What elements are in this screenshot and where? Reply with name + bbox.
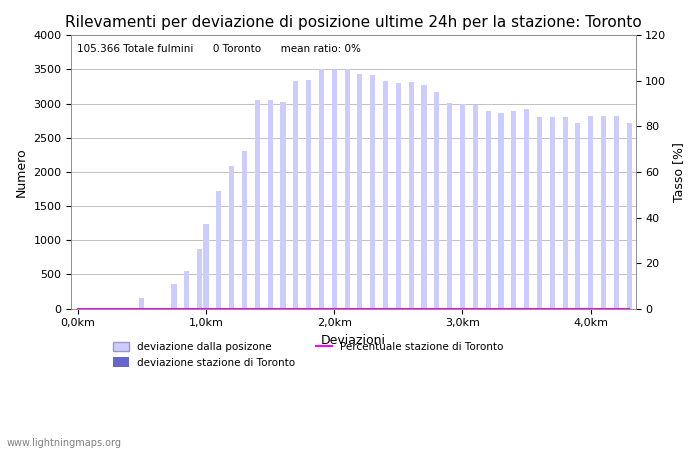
Bar xyxy=(255,99,260,309)
Bar xyxy=(473,105,478,309)
Bar xyxy=(267,100,273,309)
Bar xyxy=(293,81,298,309)
Bar xyxy=(409,82,414,309)
Bar xyxy=(588,116,594,309)
Bar xyxy=(614,116,619,309)
Bar xyxy=(357,74,363,309)
Bar xyxy=(421,85,426,309)
Bar xyxy=(229,166,234,309)
Bar xyxy=(370,75,375,309)
Bar xyxy=(537,117,542,309)
Legend: deviazione dalla posizone, deviazione stazione di Toronto, Percentuale stazione : deviazione dalla posizone, deviazione st… xyxy=(109,338,507,372)
Text: 105.366 Totale fulmini      0 Toronto      mean ratio: 0%: 105.366 Totale fulmini 0 Toronto mean ra… xyxy=(77,44,361,54)
Bar xyxy=(204,224,209,309)
Bar xyxy=(332,70,337,309)
Bar xyxy=(319,69,324,309)
Bar xyxy=(383,81,388,309)
Bar xyxy=(216,191,221,309)
Bar xyxy=(601,116,606,309)
Bar xyxy=(242,151,247,309)
Bar xyxy=(434,92,440,309)
Bar xyxy=(626,123,632,309)
Bar xyxy=(524,109,529,309)
Bar xyxy=(460,104,465,309)
Text: www.lightningmaps.org: www.lightningmaps.org xyxy=(7,438,122,448)
Bar xyxy=(563,117,568,309)
Title: Rilevamenti per deviazione di posizione ultime 24h per la stazione: Toronto: Rilevamenti per deviazione di posizione … xyxy=(65,15,642,30)
Bar xyxy=(511,111,517,309)
Bar xyxy=(197,249,202,309)
Bar xyxy=(486,111,491,309)
Bar xyxy=(172,284,176,309)
Bar xyxy=(447,103,452,309)
Bar xyxy=(344,69,350,309)
Bar xyxy=(395,83,401,309)
Bar xyxy=(575,123,580,309)
Bar xyxy=(306,81,312,309)
Y-axis label: Numero: Numero xyxy=(15,147,28,197)
Y-axis label: Tasso [%]: Tasso [%] xyxy=(672,142,685,202)
Bar xyxy=(550,117,555,309)
Bar xyxy=(498,112,503,309)
X-axis label: Deviazioni: Deviazioni xyxy=(321,334,386,347)
Bar xyxy=(281,102,286,309)
Bar xyxy=(184,271,190,309)
Bar xyxy=(139,298,144,309)
